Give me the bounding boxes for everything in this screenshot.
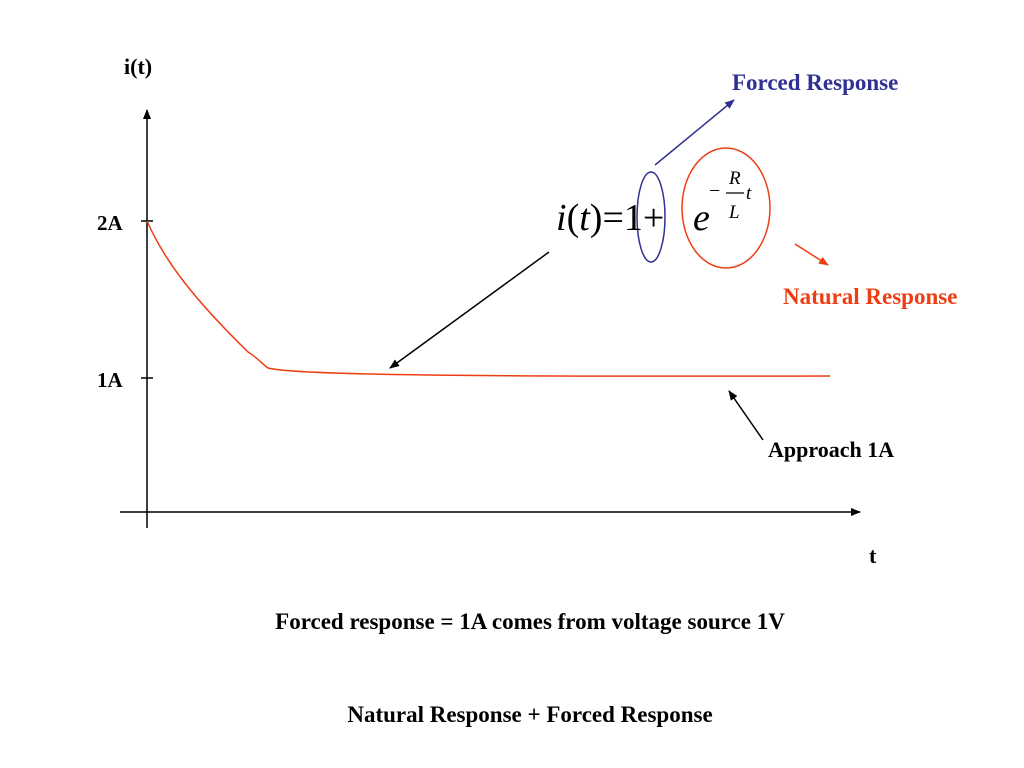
natural-term-ellipse	[681, 147, 771, 269]
approach-arrow	[728, 390, 764, 441]
equation-plus: +	[642, 197, 665, 239]
equation-lhs-close: )	[589, 197, 603, 239]
natural-response-arrow	[794, 243, 829, 266]
equation-main: i(t)=1+	[556, 196, 664, 240]
tick-label-1a: 1A	[97, 368, 123, 392]
curve-pointer-arrow	[389, 251, 550, 369]
natural-response-label: Natural Response	[783, 284, 958, 309]
approach-label: Approach 1A	[768, 437, 895, 462]
equation-exponent-minus: −	[709, 180, 721, 202]
y-axis-label: i(t)	[124, 54, 153, 79]
caption-forced-source: Forced response = 1A comes from voltage …	[275, 609, 785, 634]
equation-lhs-i: i	[556, 197, 567, 239]
response-curve	[146, 220, 831, 377]
equation-exponential-base: e	[693, 197, 710, 239]
forced-response-label: Forced Response	[732, 70, 899, 95]
forced-term-ellipse	[636, 171, 666, 263]
equation-exponent-denominator: L	[729, 202, 740, 223]
equation-equals: =	[602, 197, 624, 239]
equation-lhs-t: t	[579, 197, 590, 239]
x-axis-label: t	[869, 543, 877, 568]
forced-response-arrow	[654, 99, 735, 166]
caption-sum: Natural Response + Forced Response	[347, 702, 713, 727]
equation-exponent-numerator: R	[729, 168, 741, 189]
equation-lhs-open: (	[566, 197, 580, 239]
tick-label-2a: 2A	[97, 211, 123, 235]
equation-exponent-t: t	[746, 183, 752, 204]
equation-one: 1	[623, 197, 643, 239]
